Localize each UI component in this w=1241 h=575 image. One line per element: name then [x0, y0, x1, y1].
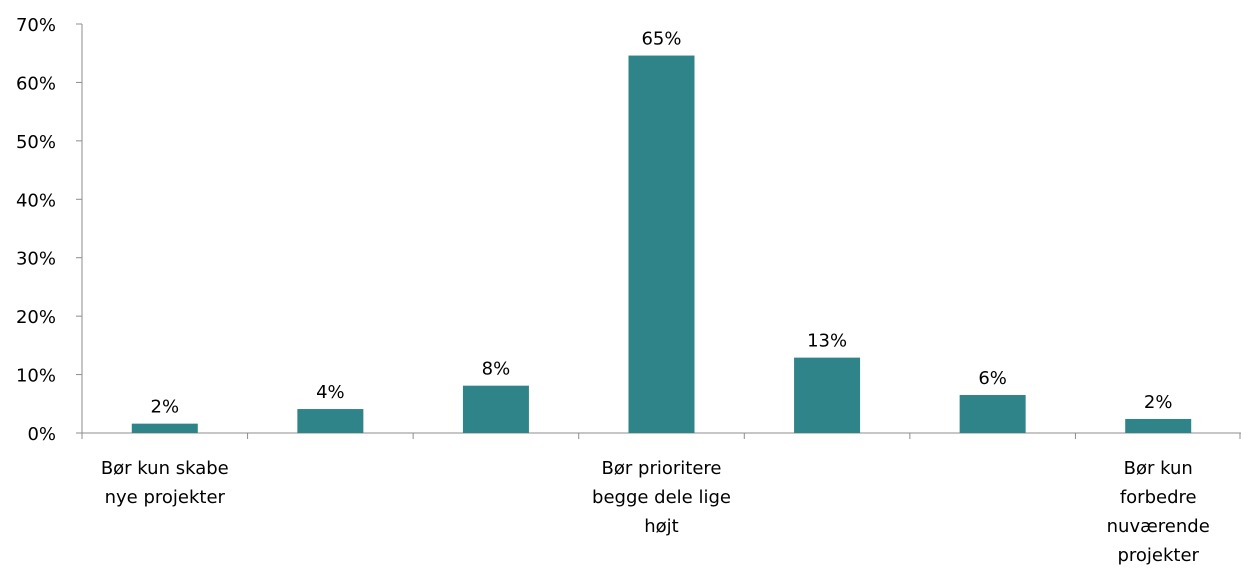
data-label: 13%	[807, 331, 847, 352]
category-label-line: Bør kun skabe	[101, 458, 229, 479]
bar	[794, 357, 861, 433]
y-axis: 0% 10% 20% 30% 40% 50% 60% 70%	[16, 15, 83, 445]
category-label-line: nye projekter	[105, 487, 226, 508]
y-tick-label: 20%	[16, 307, 56, 328]
bar	[462, 385, 529, 433]
bar	[297, 409, 364, 433]
y-tick-label: 0%	[27, 424, 56, 445]
data-label: 2%	[1144, 392, 1173, 413]
data-label: 6%	[978, 368, 1007, 389]
category-label: Bør kun forbedre nuværende projekter	[1107, 458, 1210, 566]
category-label-line: Bør prioritere	[602, 458, 722, 479]
category-label-line: højt	[644, 516, 678, 537]
data-label: 65%	[641, 29, 681, 50]
y-tick-label: 10%	[16, 366, 56, 387]
category-label-line: projekter	[1117, 545, 1199, 566]
category-label-line: Bør kun	[1124, 458, 1193, 479]
y-tick-label: 70%	[16, 15, 56, 36]
y-tick-label: 40%	[16, 190, 56, 211]
x-axis	[81, 432, 1241, 439]
data-label: 4%	[316, 382, 345, 403]
category-label: Bør kun skabe nye projekter	[101, 458, 229, 508]
bars	[131, 55, 1192, 434]
y-tick-label: 60%	[16, 73, 56, 94]
category-label: Bør prioritere begge dele lige højt	[592, 458, 731, 537]
data-label: 2%	[151, 397, 180, 418]
bar	[959, 395, 1026, 433]
y-tick-label: 50%	[16, 132, 56, 153]
data-labels: 2% 4% 8% 65% 13% 6% 2%	[151, 29, 1173, 418]
bar	[628, 55, 695, 434]
y-tick-label: 30%	[16, 249, 56, 270]
category-label-line: forbedre	[1120, 487, 1197, 508]
category-label-line: nuværende	[1107, 516, 1210, 537]
category-labels: Bør kun skabe nye projekter Bør prioritere…	[101, 458, 1210, 566]
category-label-line: begge dele lige	[592, 487, 731, 508]
data-label: 8%	[482, 359, 511, 380]
bar	[131, 423, 198, 433]
bar	[1125, 418, 1192, 433]
